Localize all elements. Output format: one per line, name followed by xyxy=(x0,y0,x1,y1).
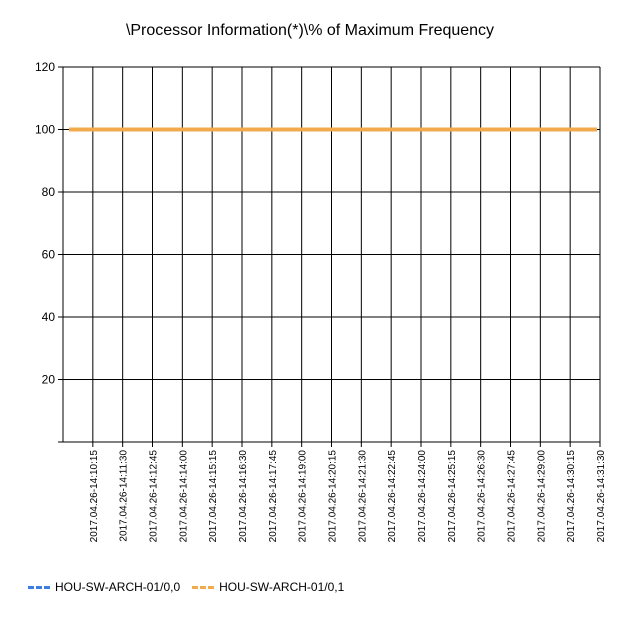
y-tick-label: 20 xyxy=(42,373,56,387)
x-tick-label: 2017.04.26-14:29:00 xyxy=(536,450,547,543)
y-tick-label: 80 xyxy=(42,185,56,199)
legend-swatch xyxy=(192,585,215,589)
legend-label: HOU-SW-ARCH-01/0,1 xyxy=(219,580,345,594)
x-tick-label: 2017.04.26-14:21:30 xyxy=(357,450,368,543)
y-tick-label: 100 xyxy=(35,123,55,137)
axes xyxy=(58,66,601,447)
x-tick-label: 2017.04.26-14:20:15 xyxy=(328,450,339,543)
legend-swatch xyxy=(28,585,50,589)
x-tick-label: 2017.04.26-14:22:45 xyxy=(387,450,398,543)
legend-label: HOU-SW-ARCH-01/0,0 xyxy=(55,580,181,594)
x-tick-label: 2017.04.26-14:31:30 xyxy=(596,450,607,543)
x-tick-label: 2017.04.26-14:10:15 xyxy=(89,450,100,543)
x-tick-label: 2017.04.26-14:11:30 xyxy=(119,450,130,542)
grid-lines xyxy=(63,66,601,442)
y-tick-label: 120 xyxy=(35,60,55,74)
x-tick-label: 2017.04.26-14:30:15 xyxy=(566,450,577,543)
legend-item: HOU-SW-ARCH-01/0,1 xyxy=(192,580,344,594)
x-tick-label: 2017.04.26-14:17:45 xyxy=(268,450,279,543)
x-tick-label: 2017.04.26-14:16:30 xyxy=(238,450,249,543)
x-tick-label: 2017.04.26-14:27:45 xyxy=(507,450,518,543)
x-tick-label: 2017.04.26-14:25:15 xyxy=(447,450,458,543)
legend: HOU-SW-ARCH-01/0,0 HOU-SW-ARCH-01/0,1 xyxy=(28,580,356,594)
x-tick-label: 2017.04.26-14:14:00 xyxy=(178,450,189,543)
legend-item: HOU-SW-ARCH-01/0,0 xyxy=(28,580,180,594)
y-tick-label: 40 xyxy=(42,310,56,324)
x-tick-label: 2017.04.26-14:15:15 xyxy=(208,450,219,543)
x-tick-label: 2017.04.26-14:12:45 xyxy=(149,450,160,543)
x-tick-label: 2017.04.26-14:19:00 xyxy=(298,450,309,543)
y-tick-label: 60 xyxy=(42,248,56,262)
chart-title: \Processor Information(*)\% of Maximum F… xyxy=(126,22,494,39)
y-axis-tick-labels: 20 40 60 80 100 120 xyxy=(35,60,55,387)
x-axis-tick-labels: 2017.04.26-14:10:15 2017.04.26-14:11:30 20… xyxy=(89,450,607,543)
x-tick-label: 2017.04.26-14:24:00 xyxy=(417,450,428,543)
x-tick-label: 2017.04.26-14:26:30 xyxy=(477,450,488,543)
